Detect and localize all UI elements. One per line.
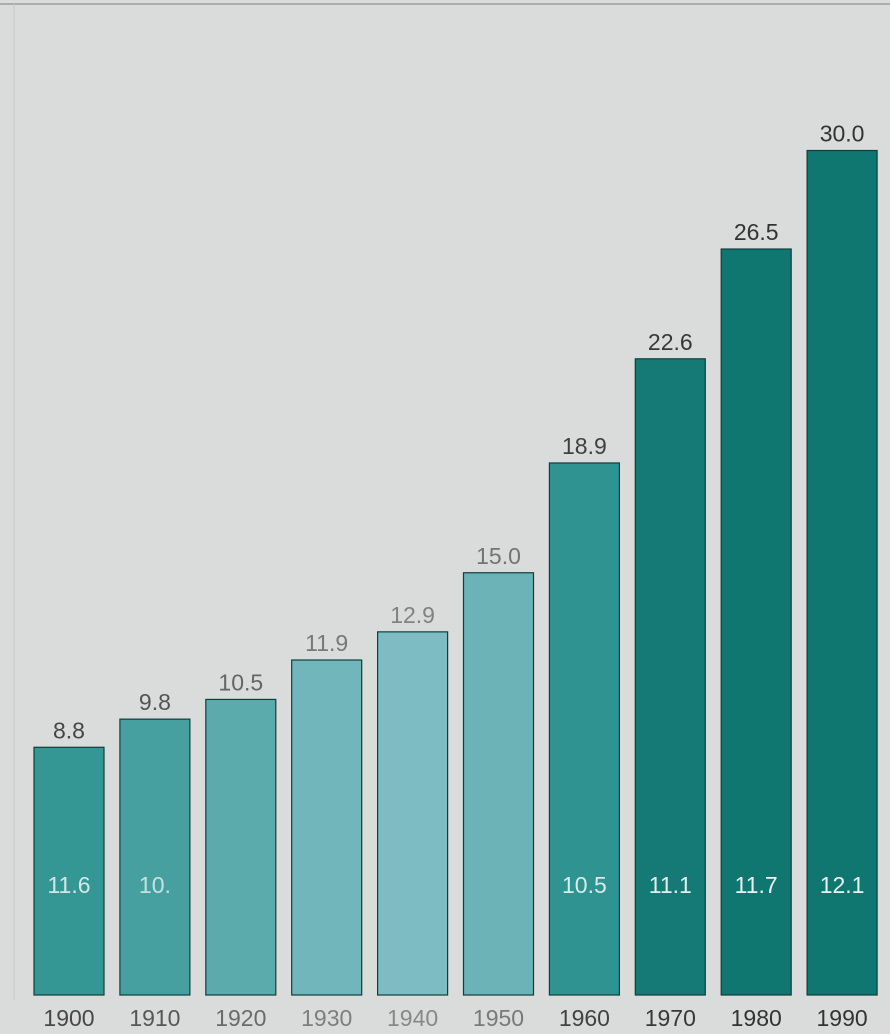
x-tick-1990: 1990 — [817, 1005, 868, 1031]
x-tick-1910: 1910 — [129, 1005, 180, 1031]
bar-1910 — [119, 718, 191, 996]
bar-1930 — [291, 659, 363, 996]
x-tick-1930: 1930 — [301, 1005, 352, 1031]
bar-1980 — [720, 248, 792, 996]
value-label-1930: 11.9 — [305, 630, 348, 656]
value-label-1950: 15.0 — [476, 543, 521, 569]
x-tick-1970: 1970 — [645, 1005, 696, 1031]
inner-labels-group: 11.6 10. 10.5 11.1 11.7 12.1 — [47, 872, 864, 898]
x-tick-1950: 1950 — [473, 1005, 524, 1031]
bar-1950 — [462, 572, 535, 996]
inner-label-1970: 11.1 — [649, 872, 692, 898]
value-labels-group: 8.8 9.8 10.5 11.9 12.9 15.0 18.9 22.6 26.5 30.0 — [53, 121, 864, 744]
value-label-1920: 10.5 — [218, 669, 263, 695]
value-label-1940: 12.9 — [390, 602, 435, 628]
bar-1990 — [806, 149, 878, 996]
value-label-1990: 30.0 — [820, 121, 865, 147]
x-tick-1920: 1920 — [215, 1005, 266, 1031]
inner-label-1960: 10.5 — [562, 872, 607, 898]
inner-label-1990: 12.1 — [820, 872, 865, 898]
bar-1920 — [205, 698, 277, 996]
inner-label-1980: 11.7 — [735, 872, 778, 898]
value-label-1900: 8.8 — [53, 717, 85, 743]
x-tick-1900: 1900 — [43, 1005, 94, 1031]
value-label-1910: 9.8 — [139, 689, 171, 715]
x-tick-1980: 1980 — [731, 1005, 782, 1031]
x-tick-1940: 1940 — [387, 1005, 438, 1031]
bar-1940 — [377, 631, 449, 996]
bar-1960 — [548, 462, 621, 996]
value-label-1970: 22.6 — [648, 329, 693, 355]
inner-label-1900: 11.6 — [47, 872, 90, 898]
bar-1900 — [33, 746, 105, 996]
x-tick-labels-group: 1900 1910 1920 1930 1940 1950 1960 1970 1980 1990 — [43, 1005, 867, 1031]
x-tick-1960: 1960 — [559, 1005, 610, 1031]
value-label-1980: 26.5 — [734, 219, 779, 245]
inner-label-1910: 10. — [139, 872, 171, 898]
bar-1970 — [634, 358, 706, 996]
value-label-1960: 18.9 — [562, 433, 607, 459]
bars-group — [33, 149, 878, 996]
